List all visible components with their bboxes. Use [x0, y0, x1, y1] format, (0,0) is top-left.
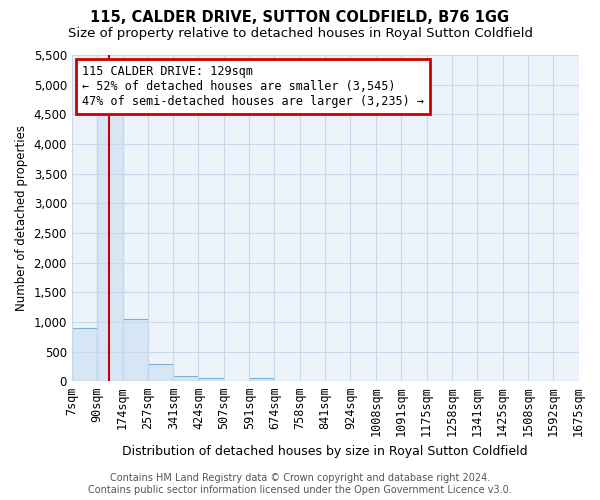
- Bar: [249, 378, 274, 382]
- Bar: [72, 328, 97, 382]
- Bar: [122, 318, 148, 382]
- Bar: [199, 378, 224, 382]
- Text: 115 CALDER DRIVE: 129sqm
← 52% of detached houses are smaller (3,545)
47% of sem: 115 CALDER DRIVE: 129sqm ← 52% of detach…: [82, 65, 424, 108]
- Y-axis label: Number of detached properties: Number of detached properties: [15, 125, 28, 311]
- Text: Contains HM Land Registry data © Crown copyright and database right 2024.
Contai: Contains HM Land Registry data © Crown c…: [88, 474, 512, 495]
- Bar: [173, 376, 199, 382]
- Text: 115, CALDER DRIVE, SUTTON COLDFIELD, B76 1GG: 115, CALDER DRIVE, SUTTON COLDFIELD, B76…: [91, 10, 509, 25]
- Text: Size of property relative to detached houses in Royal Sutton Coldfield: Size of property relative to detached ho…: [67, 28, 533, 40]
- Bar: [97, 112, 122, 382]
- X-axis label: Distribution of detached houses by size in Royal Sutton Coldfield: Distribution of detached houses by size …: [122, 444, 528, 458]
- Bar: [148, 364, 173, 382]
